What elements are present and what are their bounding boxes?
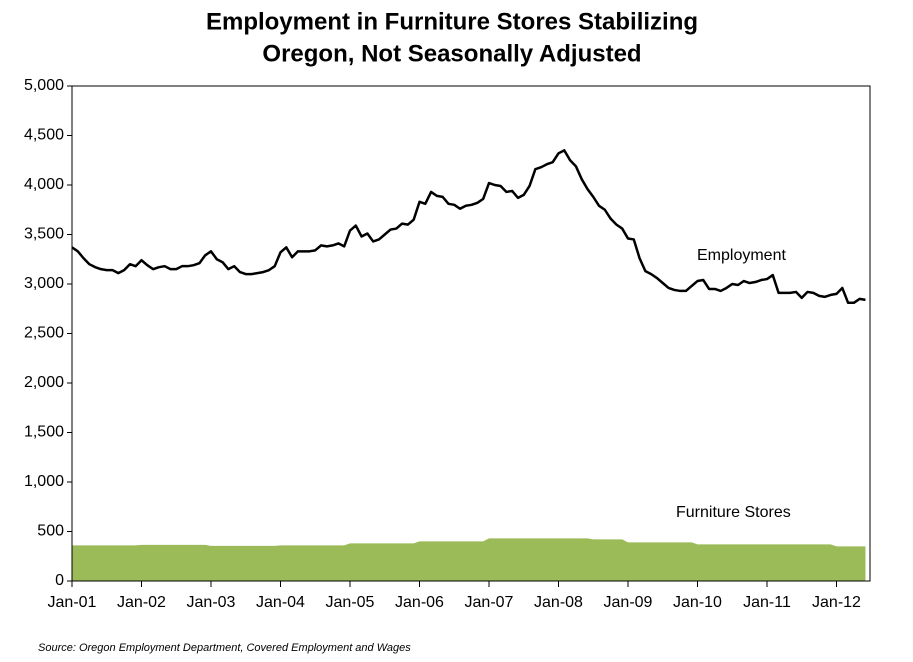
x-tick-label: Jan-06 bbox=[395, 594, 444, 611]
x-tick-label: Jan-03 bbox=[187, 594, 236, 611]
x-tick-label: Jan-07 bbox=[465, 594, 514, 611]
chart-title: Employment in Furniture Stores Stabilizi… bbox=[206, 8, 698, 35]
x-tick-label: Jan-04 bbox=[256, 594, 305, 611]
y-tick-label: 4,000 bbox=[24, 176, 64, 193]
line bbox=[71, 149, 866, 305]
y-tick-label: 3,000 bbox=[24, 275, 64, 292]
y-tick-label: 1,000 bbox=[24, 473, 64, 490]
y-tick-label: 3,500 bbox=[24, 226, 64, 243]
x-tick-label: Jan-01 bbox=[48, 594, 97, 611]
y-tick-label: 2,000 bbox=[24, 374, 64, 391]
y-tick-label: 2,500 bbox=[24, 325, 64, 342]
y-tick-label: 1,500 bbox=[24, 424, 64, 441]
y-tick-label: 4,500 bbox=[24, 127, 64, 144]
y-tick-label: 500 bbox=[37, 523, 64, 540]
x-tick-label: Jan-02 bbox=[117, 594, 166, 611]
x-tick-label: Jan-10 bbox=[673, 594, 722, 611]
source-note: Source: Oregon Employment Department, Co… bbox=[38, 642, 411, 654]
x-tick-label: Jan-05 bbox=[326, 594, 375, 611]
y-tick-label: 5,000 bbox=[24, 77, 64, 94]
x-tick-label: Jan-09 bbox=[604, 594, 653, 611]
x-tick-label: Jan-12 bbox=[812, 594, 861, 611]
annotation: Furniture Stores bbox=[676, 504, 791, 521]
x-tick-label: Jan-11 bbox=[743, 594, 791, 611]
x-tick-label: Jan-08 bbox=[534, 594, 583, 611]
y-tick-label: 0 bbox=[55, 572, 64, 589]
area bbox=[72, 538, 866, 581]
chart-subtitle: Oregon, Not Seasonally Adjusted bbox=[262, 40, 641, 67]
annotation: Employment bbox=[697, 247, 786, 264]
